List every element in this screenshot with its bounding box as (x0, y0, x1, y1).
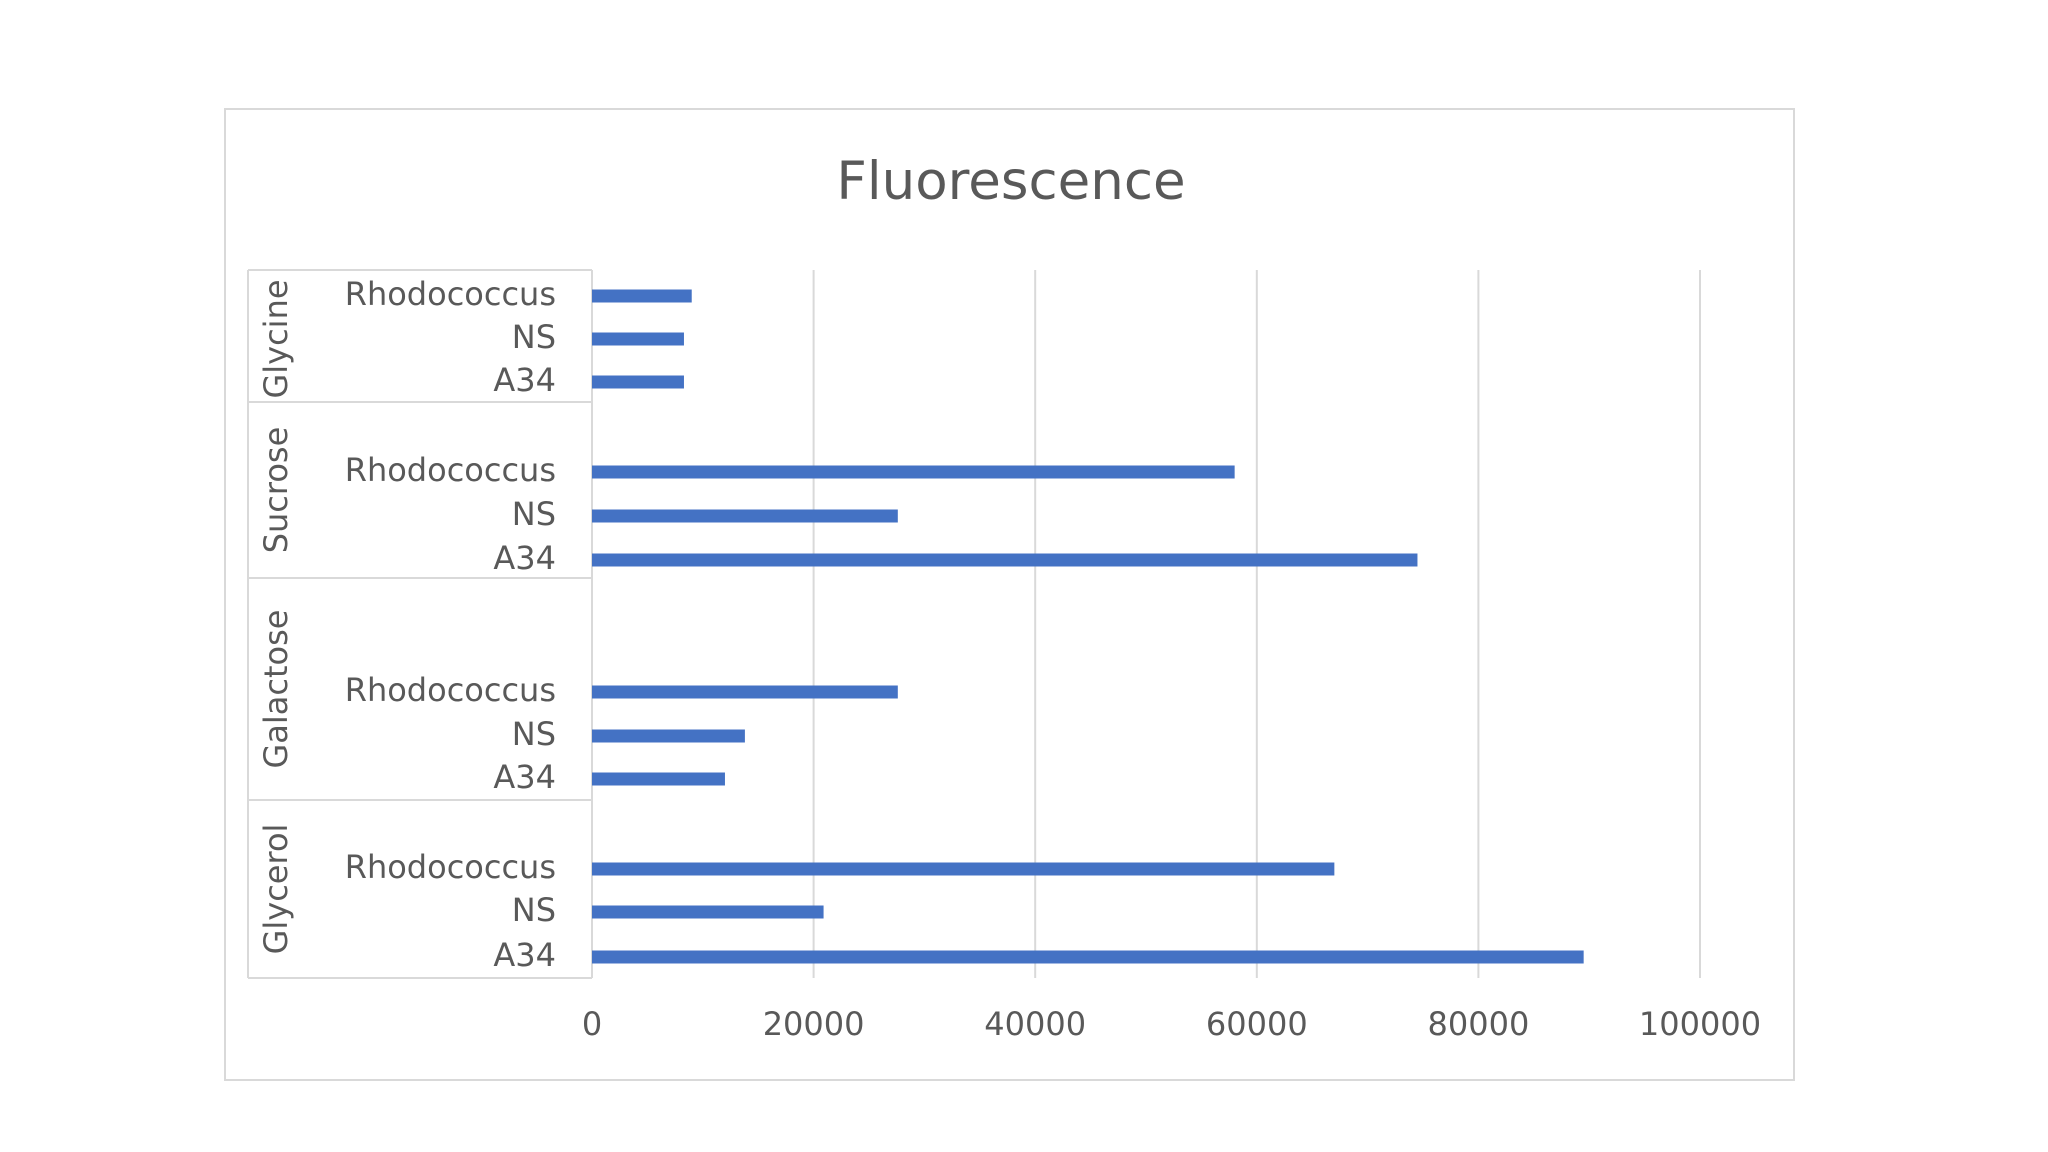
category-label: NS (512, 891, 556, 929)
chart-title: Fluorescence (836, 151, 1185, 212)
bar (592, 375, 684, 389)
category-label: Rhodococcus (345, 848, 556, 886)
category-label: Rhodococcus (345, 451, 556, 489)
category-labels: Glycine Rhodococcus NS A34 Sucrose Rhodococcu… (257, 275, 556, 974)
bar (592, 862, 1335, 876)
bar (592, 905, 824, 919)
x-tick-label: 100000 (1639, 1005, 1761, 1043)
bar (592, 685, 898, 699)
category-label: NS (512, 495, 556, 533)
bars (592, 289, 1584, 964)
group-label: Glycine (257, 279, 295, 398)
x-tick-labels: 0 20000 40000 60000 80000 100000 (582, 1005, 1761, 1043)
category-label: NS (512, 318, 556, 356)
bar (592, 950, 1584, 964)
bar (592, 772, 725, 786)
x-tick-label: 60000 (1206, 1005, 1308, 1043)
x-tick-label: 40000 (984, 1005, 1086, 1043)
category-label: NS (512, 715, 556, 753)
bar (592, 553, 1418, 567)
bar (592, 332, 684, 346)
group-label: Glycerol (257, 824, 295, 955)
category-label: A34 (493, 758, 556, 796)
group-label: Galactose (257, 610, 295, 769)
category-label: A34 (493, 539, 556, 577)
x-tick-label: 0 (582, 1005, 602, 1043)
x-tick-label: 20000 (763, 1005, 865, 1043)
gridlines (812, 270, 1701, 978)
chart-frame: Fluorescence Glycine Rhodococcus NS A34 Sucr… (224, 108, 1795, 1081)
bar (592, 509, 898, 523)
category-label: A34 (493, 361, 556, 399)
group-label: Sucrose (257, 427, 295, 554)
bar (592, 729, 745, 743)
x-tick-label: 80000 (1428, 1005, 1530, 1043)
bar-chart: Fluorescence Glycine Rhodococcus NS A34 Sucr… (247, 151, 1761, 1043)
category-label: Rhodococcus (345, 671, 556, 709)
category-label: Rhodococcus (345, 275, 556, 313)
bar (592, 289, 692, 303)
bar (592, 465, 1235, 479)
category-label: A34 (493, 936, 556, 974)
